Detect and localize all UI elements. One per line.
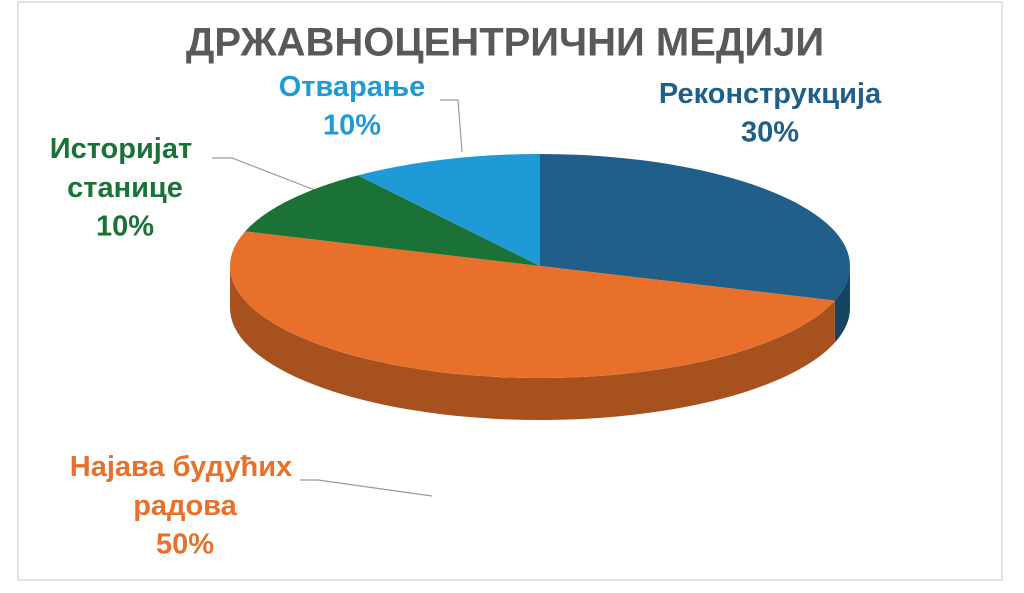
leader-line	[440, 99, 463, 153]
slice-top	[357, 154, 540, 266]
value-label: 10%	[323, 110, 381, 142]
data-label: Реконструкција	[659, 78, 882, 110]
data-label: Историјат станице	[50, 133, 201, 204]
data-label: Најава будућих радова	[70, 451, 300, 522]
slice-side	[834, 266, 850, 343]
slice	[540, 154, 850, 343]
slice-top	[540, 154, 850, 301]
slice	[245, 175, 540, 266]
slice-top	[230, 231, 835, 378]
leader-line	[212, 157, 321, 193]
value-label: 50%	[156, 529, 214, 561]
data-label: Отварање	[279, 71, 426, 103]
slice	[230, 231, 835, 420]
slice	[357, 154, 540, 266]
slice-side	[230, 266, 835, 420]
chart-title: ДРЖАВНОЦЕНТРИЧНИ МЕДИЈИ	[186, 21, 824, 65]
slice-top	[245, 175, 540, 266]
value-label: 30%	[741, 117, 799, 149]
value-label: 10%	[96, 211, 154, 243]
leader-line	[300, 479, 433, 497]
